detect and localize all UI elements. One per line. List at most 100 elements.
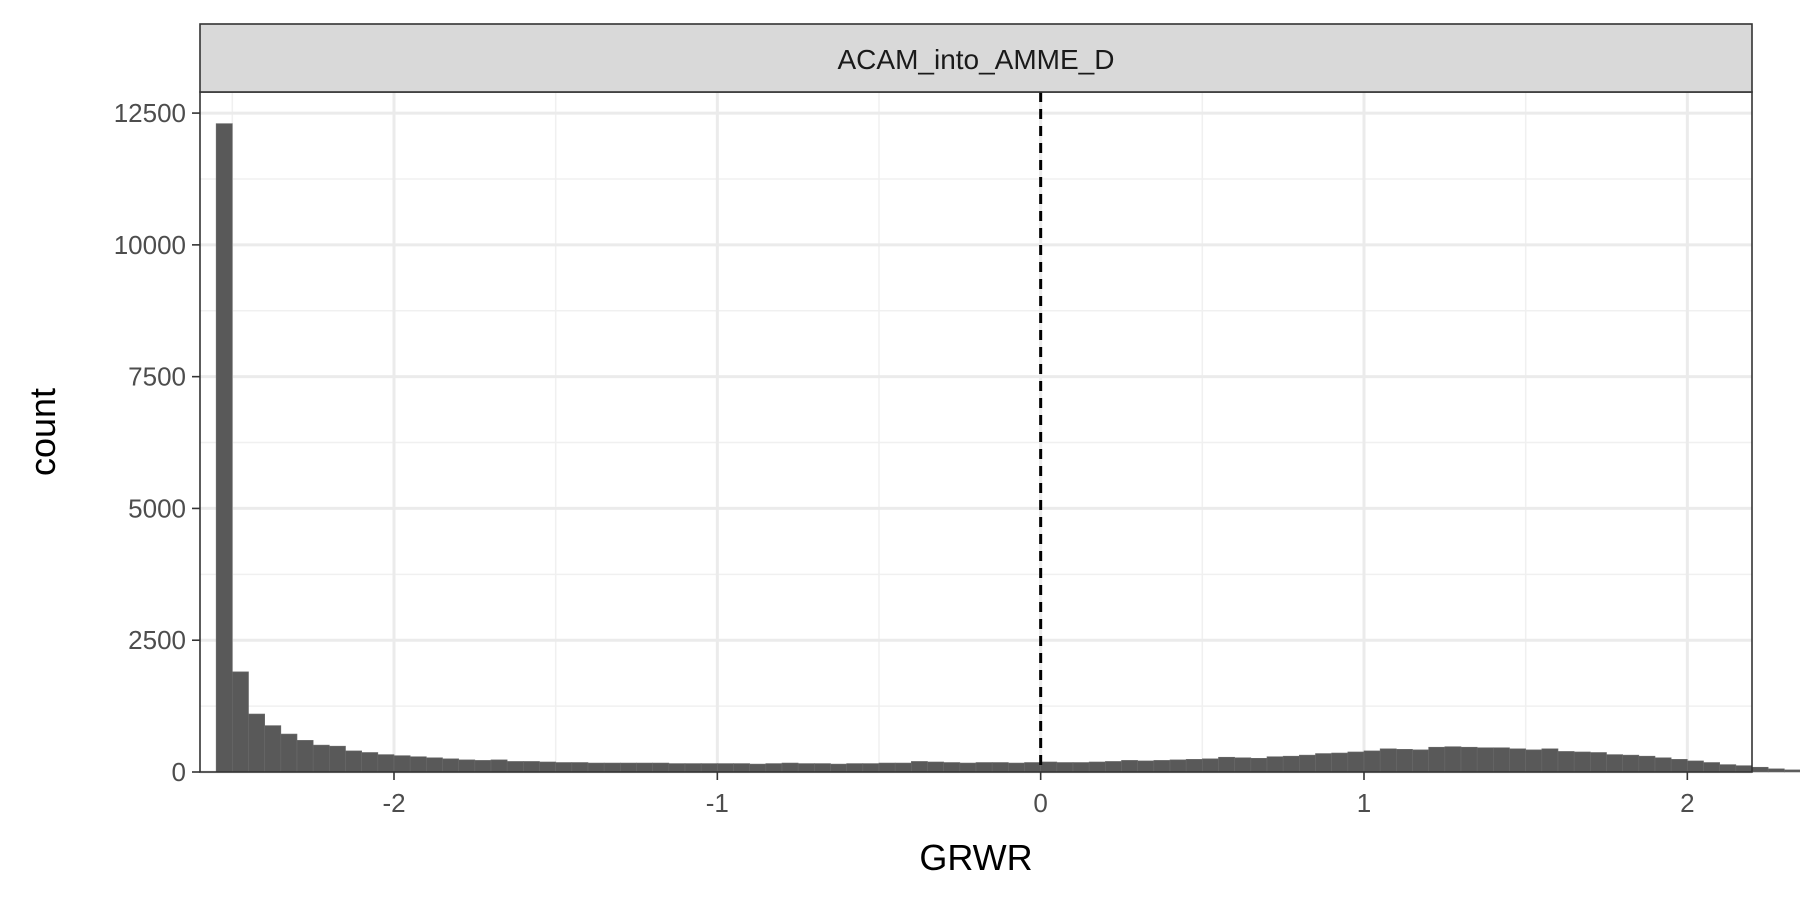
facet-strip-label: ACAM_into_AMME_D xyxy=(838,44,1115,75)
histogram-bar xyxy=(1703,762,1720,773)
histogram-bar xyxy=(523,761,540,773)
histogram-bar xyxy=(1412,749,1429,773)
histogram-bar xyxy=(1137,760,1155,773)
x-axis: -2 -1 0 1 2 xyxy=(382,772,1695,818)
histogram-bar xyxy=(1444,746,1462,773)
histogram-bar xyxy=(1234,757,1252,773)
histogram-bar xyxy=(1379,748,1397,773)
histogram-bar xyxy=(1024,762,1041,773)
histogram-bar xyxy=(862,763,880,773)
histogram-bar xyxy=(312,744,330,773)
histogram-bar xyxy=(361,752,379,773)
histogram-bar xyxy=(1735,765,1753,773)
histogram-bar xyxy=(1670,759,1688,773)
histogram-bar xyxy=(1331,752,1349,773)
histogram-bar xyxy=(1088,761,1106,773)
histogram-bar xyxy=(1218,756,1235,773)
histogram-bar xyxy=(458,759,476,773)
histogram-bar xyxy=(1428,746,1446,773)
histogram-bar xyxy=(506,761,524,773)
histogram-bar xyxy=(846,763,864,773)
histogram-bar xyxy=(765,763,783,773)
histogram-bar xyxy=(1347,751,1365,773)
histogram-bar xyxy=(911,761,928,773)
histogram-bar xyxy=(248,713,265,773)
histogram-bar xyxy=(878,762,896,773)
histogram-bar xyxy=(1687,760,1704,773)
histogram-bar xyxy=(409,756,427,773)
histogram-bar xyxy=(393,755,411,773)
histogram-bar xyxy=(1476,747,1494,773)
histogram-bar xyxy=(571,762,589,773)
histogram-bar xyxy=(377,754,395,773)
x-tick-label: 0 xyxy=(1033,788,1047,818)
histogram-bar xyxy=(1396,749,1413,773)
histogram-bar xyxy=(1541,748,1559,773)
histogram-bar xyxy=(1056,762,1074,773)
histogram-bar xyxy=(943,762,961,773)
histogram-bar xyxy=(991,762,1009,773)
histogram-bar xyxy=(700,763,718,773)
histogram-bar xyxy=(603,762,621,773)
histogram-bar xyxy=(1525,749,1543,773)
histogram-bar xyxy=(830,763,847,773)
histogram-bar xyxy=(1573,751,1591,773)
histogram-bar xyxy=(959,762,977,773)
histogram-bar xyxy=(474,760,492,773)
histogram-bar xyxy=(1460,746,1478,773)
histogram-bar xyxy=(264,725,282,773)
x-axis-title: GRWR xyxy=(919,837,1032,878)
histogram-bar xyxy=(1266,756,1284,773)
histogram-bar xyxy=(215,123,233,773)
histogram-bar xyxy=(232,671,249,773)
y-tick-label: 2500 xyxy=(128,625,186,655)
histogram-bar xyxy=(1072,762,1090,773)
x-tick-label: 2 xyxy=(1680,788,1694,818)
histogram-bar xyxy=(814,763,831,773)
histogram-bar xyxy=(684,763,702,773)
histogram-bar xyxy=(927,761,944,773)
histogram-bar xyxy=(1638,755,1656,773)
histogram-bar xyxy=(1202,758,1219,773)
histogram-bar xyxy=(1767,768,1785,773)
histogram-bar xyxy=(1557,751,1575,773)
facet-strip: ACAM_into_AMME_D xyxy=(199,23,1753,93)
histogram-bar xyxy=(749,763,767,773)
histogram-bar xyxy=(1169,759,1187,773)
histogram-bar xyxy=(1153,760,1171,773)
histogram-bar xyxy=(1606,754,1623,773)
histogram-bar xyxy=(1719,764,1737,773)
histogram-bar xyxy=(296,740,314,773)
plot-background xyxy=(200,92,1752,772)
histogram-bar xyxy=(894,762,912,773)
histogram-bar xyxy=(733,763,750,773)
y-axis-title: count xyxy=(22,388,63,476)
histogram-bar xyxy=(1008,762,1025,773)
histogram-bar xyxy=(797,763,815,773)
histogram-bar xyxy=(1105,761,1122,773)
y-tick-label: 7500 xyxy=(128,362,186,392)
x-tick-label: -1 xyxy=(706,788,729,818)
histogram-bar xyxy=(555,762,573,773)
histogram-bar xyxy=(1590,752,1607,773)
histogram-bar xyxy=(426,757,443,773)
histogram-bar xyxy=(490,759,508,773)
histogram-bar xyxy=(1363,750,1381,773)
histogram-bar xyxy=(442,758,459,773)
histogram-bar xyxy=(620,762,637,773)
histogram-bar xyxy=(539,761,556,773)
histogram-bar xyxy=(1751,766,1769,773)
y-tick-label: 10000 xyxy=(114,230,186,260)
histogram-bar xyxy=(1121,760,1138,773)
histogram-bar xyxy=(1493,747,1510,773)
histogram-bar xyxy=(280,733,298,773)
histogram-bar xyxy=(781,762,799,773)
histogram-bar xyxy=(1185,759,1203,773)
histogram-bar xyxy=(1250,757,1268,773)
histogram-bar xyxy=(345,750,362,773)
histogram-bar xyxy=(1282,755,1300,773)
histogram-bar xyxy=(1622,754,1640,773)
facet-strip-background xyxy=(199,23,1753,93)
histogram-bar xyxy=(329,745,346,773)
